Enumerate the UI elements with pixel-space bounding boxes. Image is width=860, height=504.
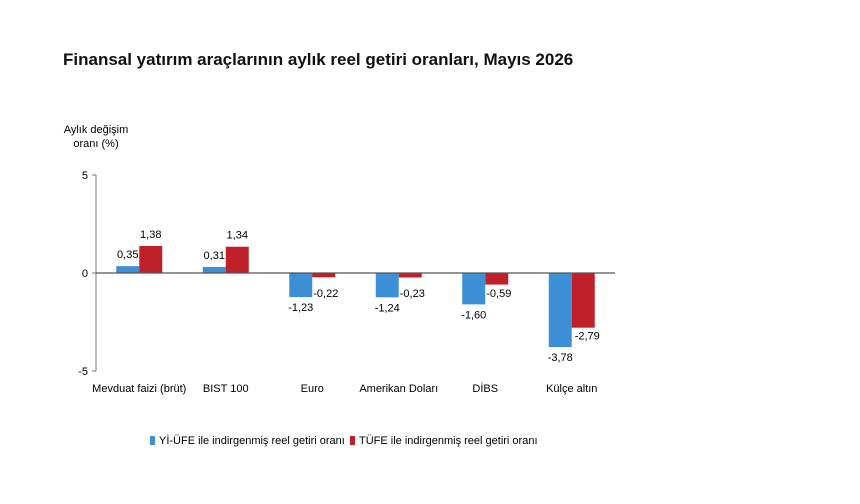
category-labels: Mevduat faizi (brüt) BIST 100 Euro Amerikan… (92, 382, 597, 395)
data-label: -1,23 (288, 302, 313, 314)
chart-title: Finansal yatırım araçlarının aylık reel … (63, 50, 574, 69)
data-label: -0,22 (313, 288, 338, 300)
data-label: -0,23 (400, 288, 425, 300)
data-label: -2,79 (575, 331, 600, 343)
bar-yiufe (462, 273, 486, 305)
category-label: Mevduat faizi (brüt) (92, 383, 186, 395)
category-label: Euro (301, 383, 324, 395)
category-label: Amerikan Doları (359, 383, 438, 395)
category-label: DİBS (472, 382, 498, 395)
data-label: 1,34 (227, 230, 248, 242)
data-label: -1,24 (375, 302, 400, 314)
bar-tufe (225, 246, 249, 273)
data-label: 0,35 (117, 249, 138, 261)
bar-yiufe (202, 266, 226, 273)
y-tick-label: -5 (78, 366, 88, 378)
bar-tufe (571, 273, 595, 328)
legend-label: Yİ-ÜFE ile indirgenmiş reel getiri oranı (159, 434, 345, 447)
data-label: -3,78 (548, 352, 573, 364)
bar-tufe (485, 273, 509, 285)
data-label: -1,60 (461, 309, 486, 321)
legend: Yİ-ÜFE ile indirgenmiş reel getiri oranı… (150, 434, 538, 447)
bars (116, 245, 595, 348)
bar-tufe (312, 273, 336, 278)
data-label: 1,38 (140, 229, 161, 241)
legend-swatch (150, 436, 155, 445)
y-tick-label: 0 (82, 268, 88, 280)
data-labels: 0,351,38 0,311,34 -1,23-0,22 -1,24-0,23 -1,6… (117, 229, 600, 364)
data-label: 0,31 (204, 250, 225, 262)
y-tick-label: 5 (82, 170, 88, 182)
bar-yiufe (548, 273, 572, 348)
data-label: -0,59 (486, 288, 511, 300)
bar-yiufe (116, 266, 140, 273)
y-axis: 5 0 -5 (78, 170, 97, 378)
bar-yiufe (289, 273, 313, 298)
y-axis-label: Aylık değişim oranı (%) (64, 124, 129, 150)
bar-tufe (398, 273, 422, 278)
category-label: BIST 100 (203, 383, 249, 395)
legend-label: TÜFE ile indirgenmiş reel getiri oranı (359, 435, 538, 447)
legend-swatch (350, 436, 355, 445)
y-axis-label-line: oranı (%) (73, 138, 118, 150)
y-axis-label-line: Aylık değişim (64, 124, 129, 136)
category-label: Külçe altın (546, 383, 597, 395)
bar-yiufe (375, 273, 399, 298)
bar-tufe (139, 245, 163, 273)
